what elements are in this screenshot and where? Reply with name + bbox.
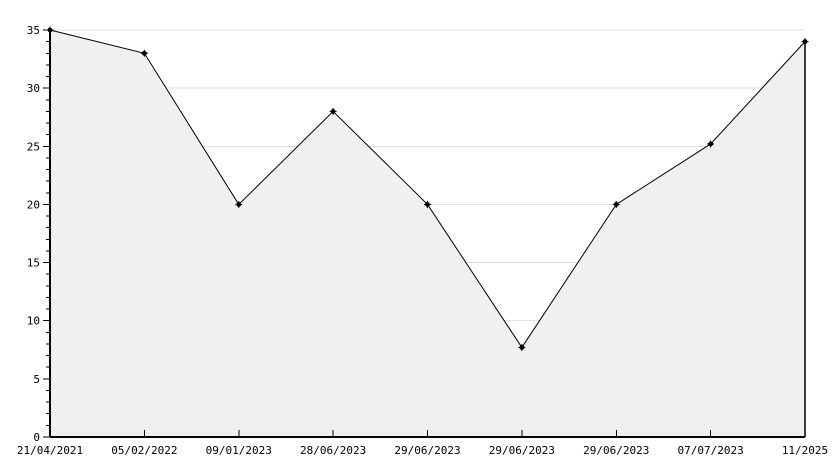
x-tick-label: 07/07/2023 xyxy=(678,444,744,457)
y-tick-label: 25 xyxy=(27,140,40,153)
x-tick-label: 05/02/2022 xyxy=(111,444,177,457)
data-point-marker xyxy=(707,140,715,148)
data-point-marker xyxy=(235,200,243,208)
data-point-marker xyxy=(329,107,337,115)
y-tick-label: 20 xyxy=(27,198,40,211)
y-tick-label: 15 xyxy=(27,257,40,270)
data-point-marker xyxy=(140,49,148,57)
x-ticks xyxy=(49,430,806,437)
y-tick-label: 30 xyxy=(27,82,40,95)
y-tick-label: 5 xyxy=(33,373,40,386)
data-point-marker xyxy=(424,200,431,208)
x-tick-labels: 21/04/2021 05/02/2022 09/01/2023 28/06/2023… xyxy=(17,444,828,457)
data-point-marker xyxy=(801,38,809,46)
x-tick-label: 29/06/2023 xyxy=(489,444,555,457)
x-tick-label: 29/06/2023 xyxy=(394,444,460,457)
y-tick-label: 0 xyxy=(33,431,40,444)
y-tick-label: 10 xyxy=(27,315,40,328)
x-tick-label: 29/06/2023 xyxy=(583,444,649,457)
x-tick-label: 09/01/2023 xyxy=(206,444,272,457)
x-tick-label: 11/2025 xyxy=(782,444,828,457)
x-tick-label: 21/04/2021 xyxy=(17,444,83,457)
data-point-marker xyxy=(612,200,620,208)
y-tick-labels: 0 5 10 15 20 25 30 35 xyxy=(27,24,40,444)
area-fill xyxy=(50,30,805,437)
data-point-marker xyxy=(518,343,526,351)
x-tick-label: 28/06/2023 xyxy=(300,444,366,457)
y-ticks xyxy=(43,29,50,438)
y-tick-label: 35 xyxy=(27,24,40,37)
